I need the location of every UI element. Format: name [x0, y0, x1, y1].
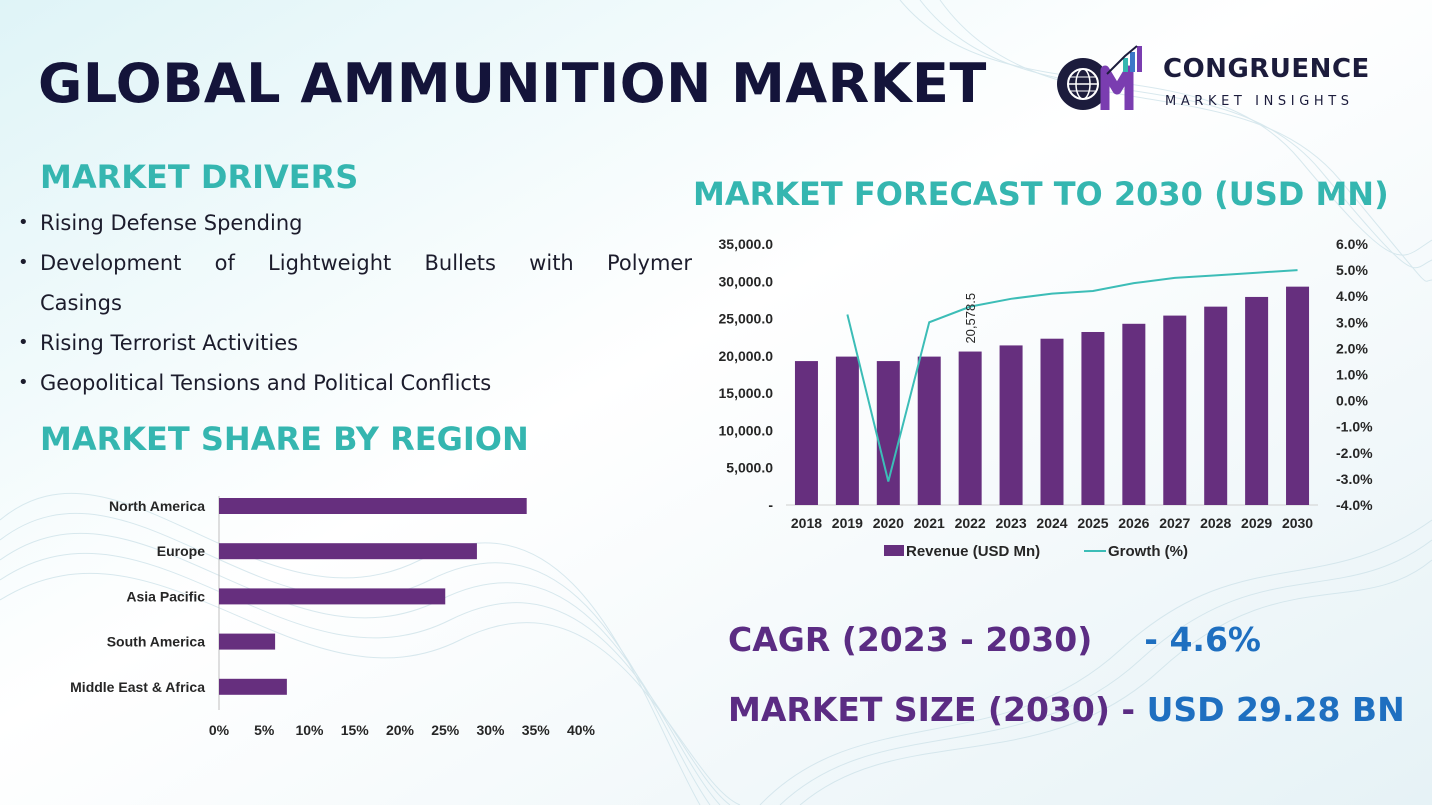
forecast-x-tick-label: 2024: [1036, 515, 1067, 531]
forecast-x-tick-label: 2018: [791, 515, 822, 531]
logo-subtitle: MARKET INSIGHTS: [1165, 94, 1354, 109]
cmi-globe-bars-icon: [1057, 45, 1142, 110]
forecast-right-tick-label: 4.0%: [1336, 288, 1368, 304]
forecast-right-tick-label: -4.0%: [1336, 497, 1373, 513]
market-drivers-list: Rising Defense Spending Development of L…: [18, 203, 692, 403]
region-x-tick-label: 5%: [254, 722, 275, 738]
region-x-tick-label: 0%: [209, 722, 230, 738]
forecast-x-tick-label: 2029: [1241, 515, 1272, 531]
forecast-left-tick-label: 10,000.0: [719, 422, 774, 438]
list-item: Geopolitical Tensions and Political Conf…: [18, 363, 692, 403]
forecast-left-tick-label: 5,000.0: [726, 460, 773, 476]
forecast-left-tick-label: 30,000.0: [719, 273, 774, 289]
list-item-text: Development of Lightweight Bullets with …: [40, 251, 692, 275]
market-size-label: MARKET SIZE (2030) -: [728, 690, 1136, 729]
legend-label-revenue: Revenue (USD Mn): [906, 543, 1040, 560]
forecast-right-tick-label: 1.0%: [1336, 367, 1368, 383]
forecast-left-tick-label: 25,000.0: [719, 311, 774, 327]
forecast-left-tick-label: 20,000.0: [719, 348, 774, 364]
forecast-x-tick-label: 2025: [1077, 515, 1108, 531]
forecast-x-tick-label: 2030: [1282, 515, 1313, 531]
forecast-right-tick-label: 5.0%: [1336, 262, 1368, 278]
forecast-bar: [1245, 296, 1269, 505]
list-item: Rising Terrorist Activities: [18, 323, 692, 363]
forecast-bar: [1286, 286, 1310, 505]
region-category-label: Asia Pacific: [126, 588, 205, 604]
market-drivers-heading: MARKET DRIVERS: [40, 158, 359, 196]
market-size-stat: MARKET SIZE (2030) - USD 29.28 BN: [728, 690, 1405, 729]
forecast-bar: [794, 361, 818, 505]
region-category-label: Europe: [157, 543, 205, 559]
legend-label-growth: Growth (%): [1108, 543, 1188, 560]
forecast-right-tick-label: 6.0%: [1336, 236, 1368, 252]
page-title: GLOBAL AMMUNITION MARKET: [38, 52, 987, 115]
list-item-continuation: Casings: [40, 291, 122, 315]
region-x-tick-label: 20%: [386, 722, 415, 738]
region-x-tick-label: 40%: [567, 722, 596, 738]
region-x-tick-label: 35%: [522, 722, 551, 738]
region-category-label: South America: [107, 634, 205, 650]
region-x-tick-label: 10%: [295, 722, 324, 738]
forecast-bar: [1122, 323, 1146, 505]
growth-line: [846, 269, 1298, 482]
company-logo: CONGRUENCE MARKET INSIGHTS: [1045, 40, 1395, 120]
forecast-right-tick-label: -1.0%: [1336, 419, 1373, 435]
forecast-x-tick-label: 2028: [1200, 515, 1231, 531]
cagr-stat: CAGR (2023 - 2030) - 4.6%: [728, 620, 1261, 659]
forecast-bar: [1204, 306, 1228, 505]
forecast-bar: [1040, 338, 1064, 505]
market-share-heading: MARKET SHARE BY REGION: [40, 420, 529, 458]
legend-swatch-revenue: [884, 545, 904, 556]
forecast-bar: [958, 351, 982, 505]
forecast-bar: [835, 356, 859, 505]
logo-name: CONGRUENCE: [1163, 54, 1370, 84]
forecast-x-tick-label: 2021: [914, 515, 945, 531]
forecast-right-tick-label: -3.0%: [1336, 471, 1373, 487]
forecast-bar: [999, 345, 1023, 505]
cagr-label: CAGR (2023 - 2030): [728, 620, 1093, 659]
region-bar: [219, 543, 477, 560]
forecast-x-tick-label: 2027: [1159, 515, 1190, 531]
forecast-heading: MARKET FORECAST TO 2030 (USD MN): [693, 175, 1389, 213]
forecast-left-tick-label: 15,000.0: [719, 385, 774, 401]
list-item: Rising Defense Spending: [18, 203, 692, 243]
forecast-right-tick-label: -2.0%: [1336, 445, 1373, 461]
region-category-label: North America: [109, 498, 205, 514]
forecast-bar: [1081, 331, 1105, 505]
forecast-right-tick-label: 0.0%: [1336, 393, 1368, 409]
forecast-bar: [876, 361, 900, 505]
list-item: Development of Lightweight Bullets with …: [18, 243, 692, 323]
region-x-tick-label: 15%: [341, 722, 370, 738]
region-bar: [219, 633, 276, 650]
cagr-value: - 4.6%: [1144, 620, 1261, 659]
region-bar: [219, 588, 446, 605]
region-bar: [219, 498, 527, 514]
forecast-bar: [1163, 315, 1187, 505]
forecast-bar: [917, 356, 941, 505]
region-bar: [219, 678, 287, 695]
region-x-tick-label: 30%: [476, 722, 505, 738]
bar-data-label: 20,578.5: [963, 293, 978, 344]
market-size-value: USD 29.28 BN: [1146, 690, 1405, 729]
region-category-label: Middle East & Africa: [70, 679, 205, 695]
forecast-right-tick-label: 2.0%: [1336, 340, 1368, 356]
forecast-left-tick-label: -: [768, 497, 773, 513]
forecast-left-tick-label: 35,000.0: [719, 236, 774, 252]
forecast-x-tick-label: 2019: [832, 515, 863, 531]
forecast-x-tick-label: 2023: [995, 515, 1026, 531]
region-x-tick-label: 25%: [431, 722, 460, 738]
forecast-x-tick-label: 2022: [955, 515, 986, 531]
forecast-right-tick-label: 3.0%: [1336, 314, 1368, 330]
forecast-x-tick-label: 2020: [873, 515, 904, 531]
forecast-x-tick-label: 2026: [1118, 515, 1149, 531]
